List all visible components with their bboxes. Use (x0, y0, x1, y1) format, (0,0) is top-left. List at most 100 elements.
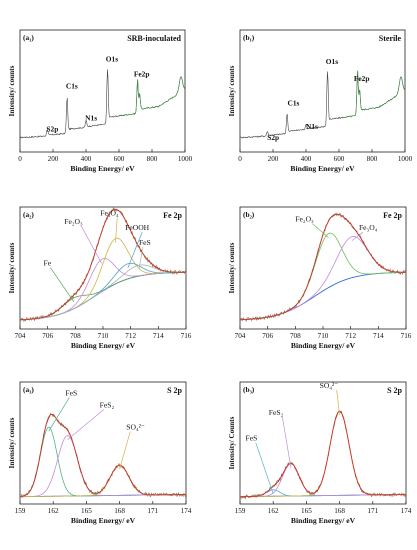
y-axis-label: Intensity/ counts (8, 242, 16, 293)
raw-data-line (239, 212, 407, 323)
x-tick-label: 600 (114, 155, 125, 163)
component-label: Fe₃O₄ (359, 223, 378, 232)
fit-line (342, 70, 406, 119)
leader-line (138, 246, 144, 270)
x-axis-label: Binding Energy/ eV (291, 516, 356, 525)
component-label: FeOOH (125, 223, 150, 232)
panel-label: (b₃) (243, 385, 255, 394)
component-label: Fe (44, 259, 52, 268)
x-tick-label: 704 (235, 332, 246, 340)
x-axis-label: Binding Energy/ eV (71, 516, 136, 525)
raw-data-line (19, 412, 187, 498)
y-axis-label: Intensity/ Counts (228, 416, 236, 469)
x-tick-label: 0 (18, 155, 22, 163)
component-label: FeS (246, 434, 258, 443)
x-axis-label: Binding Energy/ eV (291, 341, 356, 350)
x-axis-label: Binding Energy/ eV (290, 164, 355, 173)
chart-title: S 2p (167, 386, 182, 395)
component-label: FeS (65, 388, 77, 397)
envelope-line (239, 410, 407, 498)
x-tick-label: 159 (15, 507, 26, 515)
component-label: SO₄²⁻ (320, 381, 339, 390)
component-line (239, 232, 407, 321)
chart-title: Sterile (379, 34, 402, 43)
chart-panel-a2: 704 706 708 710 712 714 716 Binding Energy/ eV I… (8, 206, 192, 350)
component-line (19, 262, 187, 321)
envelope-line (19, 413, 187, 497)
leader-line (50, 267, 75, 303)
chart-title: S 2p (387, 386, 402, 395)
x-tick-label: 704 (15, 332, 26, 340)
chart-panel-a3: 159 162 165 168 171 174 Binding Energy/ eV Inte… (8, 381, 192, 525)
x-tick-label: 168 (114, 507, 125, 515)
panel-label: (b₂) (243, 210, 255, 219)
x-tick-label: 712 (125, 332, 136, 340)
x-tick-label: 716 (401, 332, 412, 340)
raw-data-line (239, 410, 407, 500)
component-line (19, 271, 187, 321)
component-line (239, 236, 406, 321)
component-label: Fe₂O₃ (64, 217, 83, 226)
x-tick-label: 162 (48, 507, 59, 515)
x-tick-label: 168 (334, 507, 345, 515)
x-tick-label: 171 (367, 507, 378, 515)
chart-panel-b2: 704 706 708 710 712 714 716 Binding Energy/ eV I… (228, 206, 412, 350)
x-tick-label: 800 (367, 155, 378, 163)
leader-line (127, 232, 143, 268)
y-axis-label: Intensity/ counts (228, 242, 236, 293)
x-tick-label: 714 (153, 332, 164, 340)
panel-label: (a₃) (23, 385, 34, 394)
x-tick-label: 200 (48, 155, 59, 163)
y-axis-label: Intensity/ counts (228, 65, 236, 116)
leader-line (67, 409, 104, 440)
component-label: FeS₂ (100, 401, 115, 410)
leader-line (48, 397, 70, 432)
leader-line (115, 217, 118, 243)
leader-line (80, 225, 102, 264)
x-tick-label: 171 (147, 507, 158, 515)
chart-panel-a1: 0 200 400 600 800 1000 Binding Energy/ eV Inten… (8, 29, 193, 173)
peak-label: Fe2p (134, 69, 150, 78)
peak-label: C1s (66, 82, 78, 91)
x-tick-label: 714 (373, 332, 384, 340)
x-tick-label: 706 (42, 332, 53, 340)
component-line (239, 410, 407, 498)
x-tick-label: 600 (334, 155, 345, 163)
spectrum-line (239, 70, 406, 139)
leader-line (351, 231, 364, 241)
x-tick-label: 716 (181, 332, 192, 340)
component-label: Fe₂O₃ (295, 215, 314, 224)
x-tick-label: 174 (401, 507, 412, 515)
x-tick-label: 710 (98, 332, 109, 340)
x-tick-label: 400 (301, 155, 312, 163)
leader-line (119, 431, 131, 470)
leader-line (255, 442, 274, 494)
peak-label: N1s (85, 113, 97, 122)
chart-title: SRB-inoculated (127, 34, 181, 43)
x-tick-label: 1000 (398, 155, 413, 163)
x-axis-label: Binding Energy/ eV (70, 164, 135, 173)
leader-line (336, 390, 340, 416)
plot-frame (19, 381, 187, 505)
peak-label: C1s (288, 99, 300, 108)
x-tick-label: 162 (268, 507, 279, 515)
component-label: FeS₂ (269, 408, 284, 417)
x-tick-label: 710 (318, 332, 329, 340)
plot-frame (19, 29, 186, 153)
x-tick-label: 708 (290, 332, 301, 340)
component-label: FeS (139, 238, 151, 247)
x-tick-label: 400 (81, 155, 92, 163)
x-tick-label: 0 (238, 155, 242, 163)
x-tick-label: 200 (268, 155, 279, 163)
x-axis-label: Binding Energy/ eV (71, 341, 136, 350)
chart-panel-b1: 0 200 400 600 800 1000 Binding Energy/ eV Inten… (228, 29, 413, 173)
y-axis-label: Intensity/ counts (8, 417, 16, 468)
y-axis-label: Intensity/ counts (8, 65, 16, 116)
x-tick-label: 800 (147, 155, 158, 163)
peak-label: S2p (267, 133, 279, 142)
x-tick-label: 165 (301, 507, 312, 515)
component-line (19, 264, 187, 321)
component-label: Fe₃O₄ (100, 209, 119, 218)
leader-line (312, 223, 329, 238)
